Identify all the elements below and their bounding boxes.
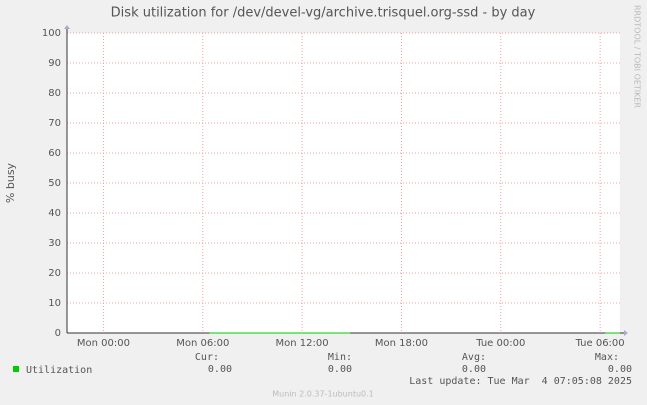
y-tick-label: 10 (48, 298, 61, 309)
x-tick-label: Mon 12:00 (276, 338, 329, 349)
y-axis-label: % busy (4, 162, 17, 203)
summary-value: 0.00 (462, 364, 486, 375)
summary-header: Cur: (195, 352, 219, 363)
x-tick-label: Mon 00:00 (77, 338, 130, 349)
summary-header: Max: (595, 352, 619, 363)
footer: Munin 2.0.37-1ubuntu0.1 (272, 390, 374, 399)
x-tick-label: Mon 18:00 (375, 338, 428, 349)
y-tick-label: 20 (48, 268, 61, 279)
y-tick-label: 100 (42, 28, 61, 39)
y-tick-label: 50 (48, 178, 61, 189)
side-text: RRDTOOL / TOBI OETIKER (633, 5, 642, 108)
summary-value: 0.00 (208, 364, 232, 375)
x-tick-label: Tue 06:00 (575, 338, 625, 349)
axis-arrow (64, 25, 70, 29)
summary-header: Avg: (462, 352, 486, 363)
summary-header: Min: (328, 352, 352, 363)
summary-value: 0.00 (608, 364, 632, 375)
x-tick-label: Mon 06:00 (176, 338, 229, 349)
y-tick-label: 90 (48, 58, 61, 69)
legend-swatch (13, 366, 19, 372)
x-tick-label: Tue 00:00 (475, 338, 525, 349)
y-tick-label: 80 (48, 88, 61, 99)
y-tick-label: 30 (48, 238, 61, 249)
y-tick-label: 60 (48, 148, 61, 159)
legend-label: Utilization (26, 365, 92, 376)
chart-title: Disk utilization for /dev/devel-vg/archi… (111, 6, 536, 21)
y-tick-label: 40 (48, 208, 61, 219)
summary-value: 0.00 (328, 364, 352, 375)
last-update: Last update: Tue Mar 4 07:05:08 2025 (409, 376, 632, 387)
y-tick-label: 70 (48, 118, 61, 129)
axis-arrow (624, 330, 628, 336)
y-tick-label: 0 (55, 328, 61, 339)
